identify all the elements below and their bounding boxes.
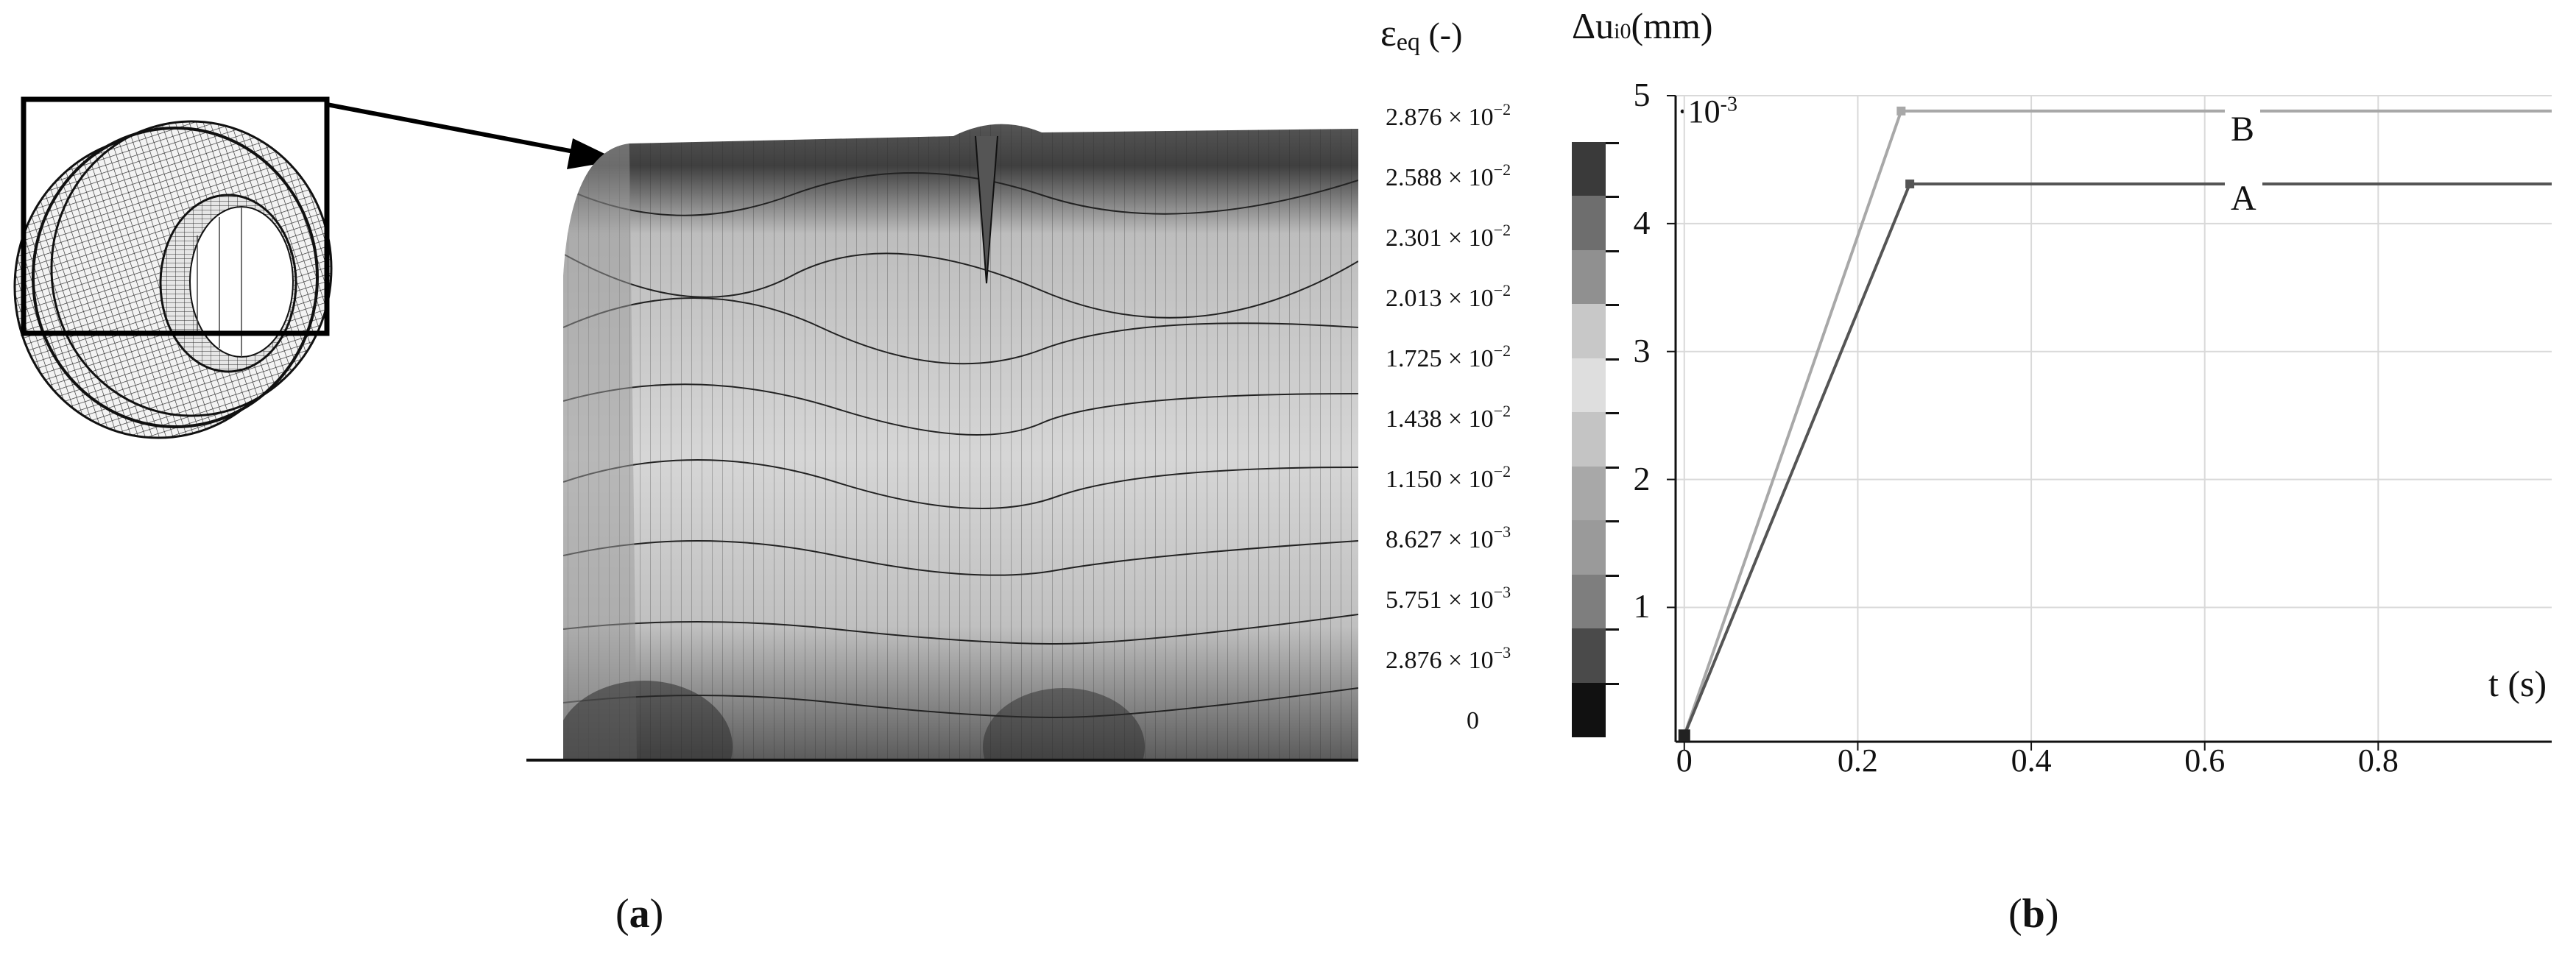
x-tick-label: 0.2 <box>1837 742 1878 779</box>
legend-label-exponent: −3 <box>1493 643 1511 662</box>
x-tick-label: 0.8 <box>2357 742 2399 779</box>
legend-title-subscript: eq <box>1396 29 1420 56</box>
y-axis-label-delta: Δu <box>1572 5 1615 46</box>
y-axis-label-unit: (mm) <box>1631 5 1713 46</box>
legend-label-mantissa: 2.588 × 10 <box>1386 164 1494 191</box>
legend-color-swatch <box>1572 358 1606 414</box>
legend-color-swatch <box>1572 682 1606 737</box>
x-tick-label: 0.4 <box>2011 742 2052 779</box>
series-label-b: B <box>2225 109 2261 149</box>
legend-tick <box>1606 249 1619 252</box>
legend-label-mantissa: 2.876 × 10 <box>1386 104 1494 131</box>
legend-color-swatch <box>1572 412 1606 467</box>
strain-contour-detail <box>526 124 1358 762</box>
legend-label-mantissa: 2.876 × 10 <box>1386 647 1494 674</box>
data-point-a <box>1905 179 1915 188</box>
legend-label-exponent: −2 <box>1493 341 1511 360</box>
legend-tick <box>1606 412 1619 415</box>
legend-label-mantissa: 0 <box>1467 707 1479 734</box>
legend-label: 5.751 × 10−3 <box>1386 583 1540 615</box>
wheel-mesh-image <box>13 120 333 439</box>
legend-label-mantissa: 2.013 × 10 <box>1386 285 1494 312</box>
caption-b-open: ( <box>2008 891 2022 937</box>
zoom-arrow <box>326 102 590 157</box>
legend-label: 1.150 × 10−2 <box>1386 462 1540 494</box>
legend-label-exponent: −2 <box>1493 160 1511 179</box>
y-tick-label: 2 <box>1633 459 1651 497</box>
legend-label: 1.725 × 10−2 <box>1386 341 1540 374</box>
legend-color-swatch <box>1572 520 1606 575</box>
legend-label: 2.588 × 10−2 <box>1386 160 1540 193</box>
legend-color-bar <box>1572 142 1619 737</box>
legend-label: 2.013 × 10−2 <box>1386 281 1540 313</box>
legend-color-swatch <box>1572 574 1606 630</box>
legend-label-exponent: −3 <box>1493 522 1511 541</box>
legend-label: 0 <box>1386 706 1621 736</box>
legend-label-exponent: −2 <box>1493 221 1511 239</box>
legend-label-exponent: −3 <box>1493 583 1511 601</box>
legend-tick <box>1606 466 1619 469</box>
y-axis-label-subscript: i0 <box>1614 19 1631 43</box>
legend-label: 2.876 × 10−2 <box>1386 100 1540 132</box>
legend-tick <box>1606 142 1619 144</box>
legend-label-mantissa: 1.150 × 10 <box>1386 466 1494 493</box>
legend-color-swatch <box>1572 196 1606 251</box>
x-tick-label: 0 <box>1676 742 1693 779</box>
legend-tick <box>1606 304 1619 307</box>
legend-tick <box>1606 574 1619 577</box>
caption-a-close: ) <box>649 891 664 937</box>
legend-label: 8.627 × 10−3 <box>1386 522 1540 555</box>
y-tick-label: 4 <box>1633 203 1651 241</box>
legend-label-exponent: −2 <box>1493 100 1511 118</box>
legend-label-exponent: −2 <box>1493 281 1511 299</box>
caption-a-open: ( <box>615 891 629 937</box>
legend-label-mantissa: 1.725 × 10 <box>1386 345 1494 372</box>
legend-label: 1.438 × 10−2 <box>1386 402 1540 434</box>
data-point-origin <box>1678 729 1690 742</box>
series-line-b <box>1682 109 2552 736</box>
legend-label-mantissa: 5.751 × 10 <box>1386 586 1494 614</box>
series-line-a <box>1682 182 2552 737</box>
caption-b: (b) <box>2008 890 2058 937</box>
caption-a-letter: a <box>629 891 650 937</box>
x-axis-label: t (s) <box>2488 663 2547 704</box>
caption-b-letter: b <box>2022 891 2045 937</box>
legend-label: 2.301 × 10−2 <box>1386 221 1540 253</box>
legend-label: 2.876 × 10−3 <box>1386 643 1540 675</box>
legend-title-unit: (-) <box>1419 15 1463 53</box>
legend-tick <box>1606 358 1619 361</box>
displacement-chart <box>1667 95 2552 751</box>
legend-title-symbol: ε <box>1380 13 1397 54</box>
legend-label-mantissa: 8.627 × 10 <box>1386 526 1494 553</box>
legend-color-swatch <box>1572 249 1606 305</box>
legend-title: εeq (-) <box>1380 12 1462 57</box>
legend-label-mantissa: 2.301 × 10 <box>1386 224 1494 252</box>
caption-b-close: ) <box>2044 891 2059 937</box>
y-axis-label: Δui0(mm) <box>1572 4 1713 47</box>
legend-tick <box>1606 628 1619 631</box>
legend-label-exponent: −2 <box>1493 462 1511 480</box>
zoom-box <box>21 96 330 336</box>
legend-label-mantissa: 1.438 × 10 <box>1386 405 1494 433</box>
data-point-b <box>1896 106 1906 116</box>
legend-tick <box>1606 682 1619 685</box>
y-tick-label: 1 <box>1633 587 1651 625</box>
series-label-a: A <box>2225 178 2262 219</box>
legend-color-swatch <box>1572 628 1606 684</box>
legend-color-swatch <box>1572 466 1606 522</box>
legend-color-swatch <box>1572 142 1606 197</box>
legend-tick <box>1606 520 1619 523</box>
legend-color-swatch <box>1572 304 1606 359</box>
y-tick-label: 3 <box>1633 331 1651 369</box>
y-scale-factor-exp: -3 <box>1720 93 1737 116</box>
y-tick-label: 5 <box>1633 76 1651 113</box>
x-tick-label: 0.6 <box>2184 742 2226 779</box>
legend-label-exponent: −2 <box>1493 402 1511 420</box>
caption-a: (a) <box>615 890 663 937</box>
legend-tick <box>1606 196 1619 199</box>
